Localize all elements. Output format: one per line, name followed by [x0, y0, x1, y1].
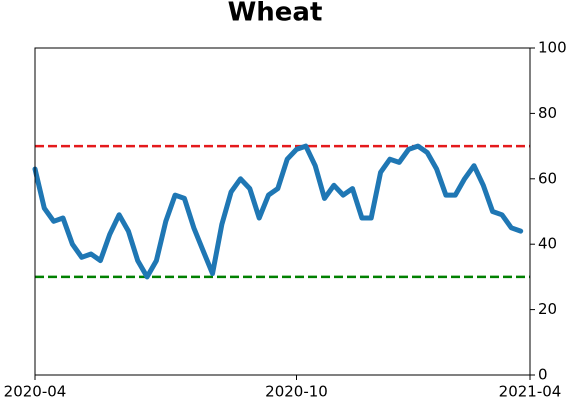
data-line — [32, 143, 524, 280]
y-tick-label: 60 — [538, 169, 557, 187]
x-tick-label: 2020-04 — [4, 383, 67, 401]
y-tick-label: 100 — [538, 39, 567, 57]
y-tick-label: 40 — [538, 235, 557, 253]
axes-frame — [34, 47, 531, 376]
x-tick-label: 2020-10 — [265, 383, 328, 401]
y-tick-label: 0 — [538, 366, 548, 384]
chart-title: Wheat — [228, 0, 323, 28]
x-tick-label: 2021-04 — [499, 383, 562, 401]
y-tick-label: 80 — [538, 104, 557, 122]
y-tick-label: 20 — [538, 300, 557, 318]
